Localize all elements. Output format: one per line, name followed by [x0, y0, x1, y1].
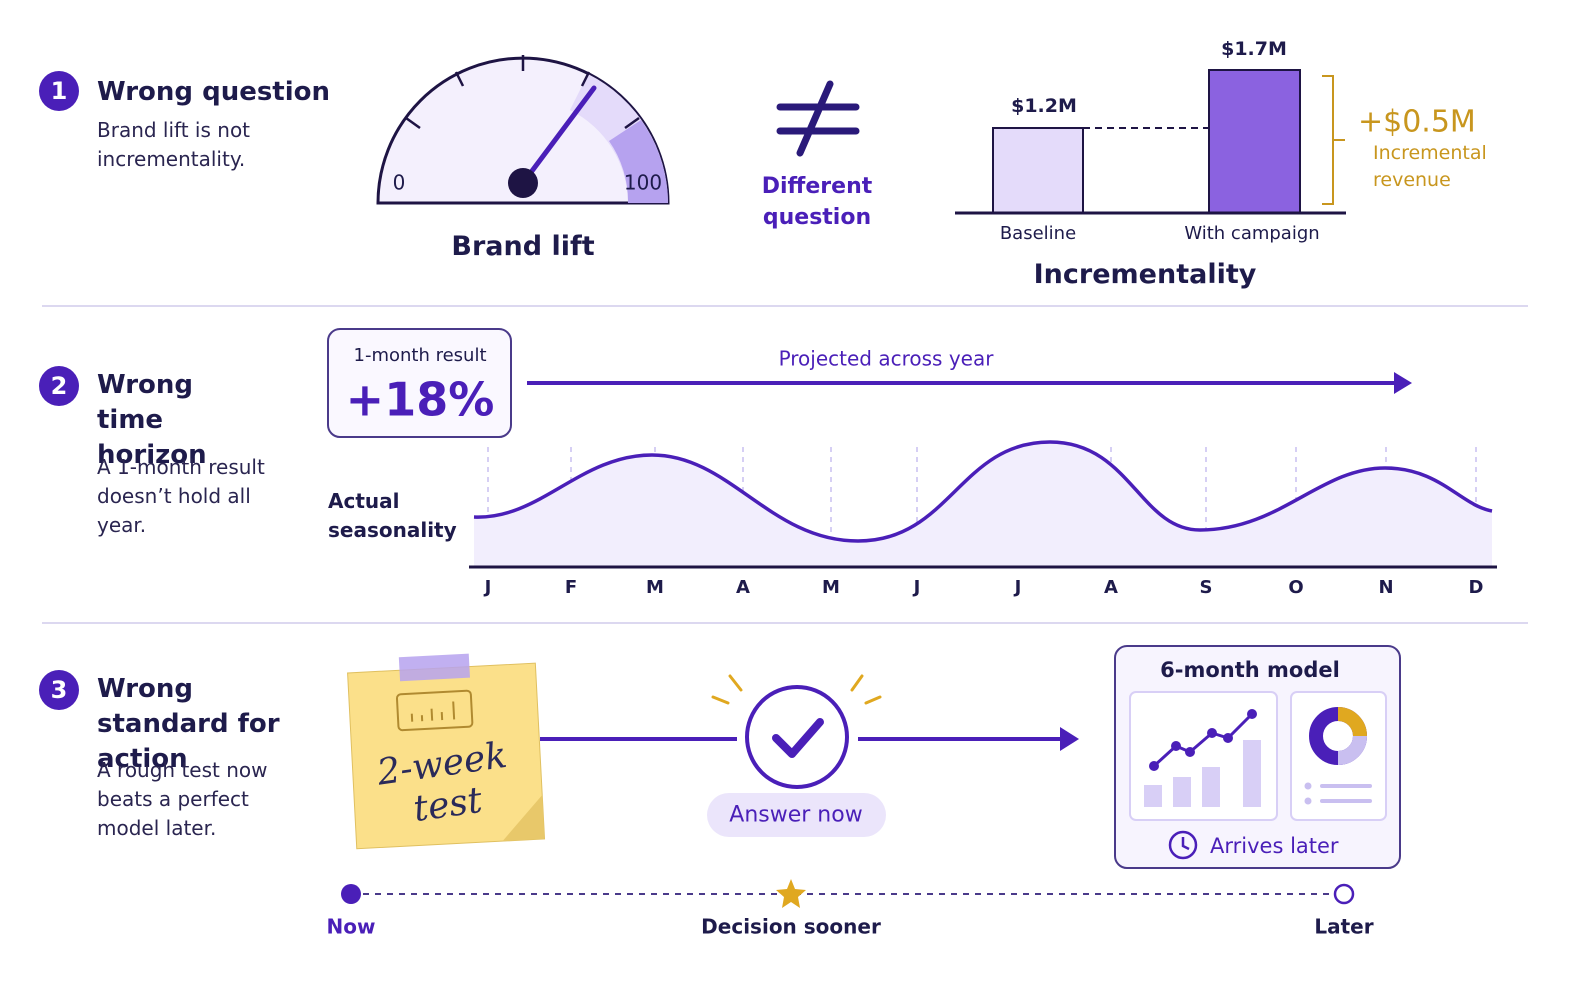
bar-baseline — [992, 127, 1084, 214]
card-title: 1-month result — [353, 344, 487, 366]
month-label: J — [913, 576, 921, 598]
timeline-end — [1333, 883, 1355, 905]
answer-label: Answer now — [729, 802, 863, 828]
seasonality-curve — [473, 440, 1493, 543]
gauge-needle — [520, 85, 597, 186]
shape — [1144, 785, 1162, 807]
gauge-ticks — [405, 55, 640, 130]
shape — [1171, 741, 1181, 751]
shape — [1149, 761, 1159, 771]
timeline-start — [341, 884, 361, 904]
step-description: A rough test now beats a perfect model l… — [97, 758, 268, 840]
comparison-label: Different question — [761, 174, 873, 230]
shape — [728, 674, 743, 692]
step-title: Wrong question — [97, 76, 331, 107]
model-title: 6-month model — [1160, 657, 1340, 682]
shape — [1247, 709, 1257, 719]
mini-donut — [1337, 707, 1367, 737]
model-caption: Arrives later — [1210, 833, 1339, 858]
month-label: M — [822, 576, 840, 598]
shape — [1202, 767, 1220, 807]
note-sketch — [410, 701, 456, 722]
timeline-label: Now — [326, 914, 376, 939]
month-label: D — [1468, 576, 1484, 598]
clock-icon — [1181, 837, 1190, 851]
shape — [1223, 733, 1233, 743]
shape — [864, 695, 882, 705]
month-label: N — [1378, 576, 1394, 598]
step-number: 1 — [39, 71, 79, 111]
gauge-tick — [580, 71, 591, 87]
card-value: +18% — [345, 372, 495, 427]
timeline-star — [776, 879, 806, 908]
month-label: A — [1104, 576, 1118, 598]
step-title: Wrong standard for action — [97, 674, 280, 775]
shape — [1173, 777, 1191, 807]
bracket — [1322, 75, 1345, 205]
month-label: J — [1014, 576, 1022, 598]
gauge-max: 100 — [623, 170, 663, 195]
month-label: J — [484, 576, 492, 598]
delta-value: +$0.5M — [1358, 104, 1476, 140]
shape — [1207, 728, 1217, 738]
not-equal-icon — [776, 80, 860, 157]
month-label: A — [736, 576, 750, 598]
arrow-head — [1060, 727, 1079, 751]
result-card — [327, 328, 512, 438]
clock-icon — [1168, 830, 1198, 860]
rays — [711, 674, 882, 705]
month-label: S — [1199, 576, 1213, 598]
mini-dots — [1149, 709, 1257, 771]
timeline-label: Later — [1314, 914, 1374, 939]
step-description: A 1-month result doesn’t hold all year. — [97, 455, 265, 537]
mini-bars — [1144, 740, 1261, 807]
incrementality-title: Incrementality — [1033, 259, 1257, 291]
shape — [796, 80, 834, 157]
month-label: F — [564, 576, 578, 598]
gauge-hub — [508, 168, 538, 198]
note-sketch — [395, 689, 474, 732]
timeline-label: Decision sooner — [701, 914, 881, 939]
check-circle — [745, 685, 849, 789]
step-number: 3 — [39, 670, 79, 710]
gauge-tick — [624, 116, 640, 130]
shape — [1243, 740, 1261, 807]
sticky-note — [347, 653, 546, 850]
arrow-label: Projected across year — [778, 346, 994, 371]
month-label: M — [646, 576, 664, 598]
curve-label: Actual seasonality — [328, 489, 457, 542]
gauge-tick — [405, 116, 421, 130]
gauge-band — [609, 120, 668, 203]
note-curl — [502, 794, 545, 842]
step-title: Wrong time horizon — [97, 370, 207, 471]
shape — [1185, 747, 1195, 757]
mini-donut — [1337, 735, 1367, 765]
bar-value: $1.7M — [1221, 38, 1287, 61]
answer-pill — [707, 793, 886, 837]
delta-label: Incremental revenue — [1373, 142, 1487, 191]
gauge-label: Brand lift — [451, 231, 595, 263]
arrow-head — [1394, 372, 1412, 394]
step-number: 2 — [39, 366, 79, 406]
gauge-tick — [454, 71, 465, 87]
mini-legend — [1320, 784, 1372, 803]
bar-label: Baseline — [999, 222, 1077, 244]
shape — [850, 674, 864, 692]
shape — [711, 695, 730, 705]
mini-legend — [1304, 797, 1312, 805]
seasonality-area — [474, 442, 1492, 567]
gauge-min: 0 — [392, 170, 406, 195]
check-mark — [772, 718, 824, 758]
bar-campaign — [1208, 69, 1301, 214]
bar-label: With campaign — [1184, 222, 1320, 244]
month-label: O — [1288, 576, 1304, 598]
note-tape — [398, 653, 470, 682]
bar-value: $1.2M — [1011, 95, 1077, 118]
step-description: Brand lift is not incrementality. — [97, 118, 251, 171]
mini-legend — [1304, 782, 1312, 790]
